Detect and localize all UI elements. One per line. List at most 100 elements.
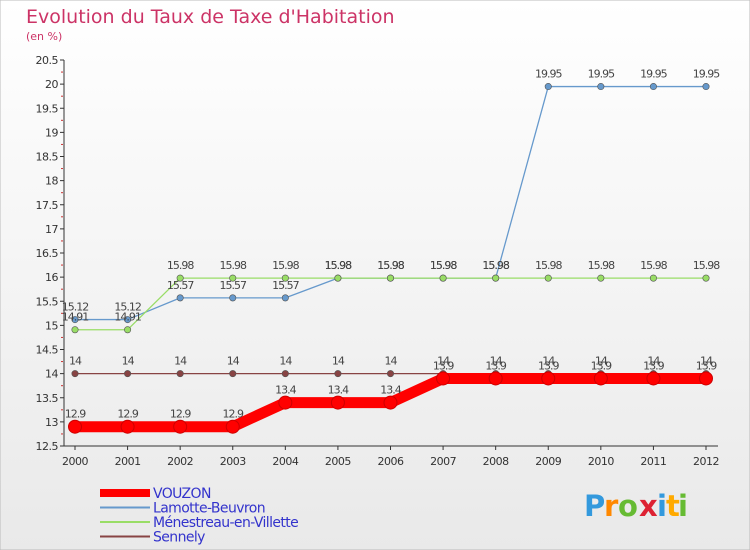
data-label: 14 [647, 355, 660, 368]
data-point [229, 294, 237, 302]
data-label: 15.98 [430, 259, 457, 272]
data-point [593, 371, 608, 386]
legend: VOUZONLamotte-BeuvronMénestreau-en-Ville… [100, 486, 299, 546]
legend-label: Ménestreau-en-Villette [153, 515, 298, 531]
data-point [649, 274, 657, 282]
data-label: 15.98 [535, 259, 562, 272]
y-tick-label: 17.5 [36, 199, 59, 212]
x-tick-label: 2011 [640, 455, 666, 468]
y-tick-label: 15.5 [36, 295, 59, 308]
data-point [436, 371, 451, 386]
y-tick-label: 14 [45, 368, 58, 381]
data-label: 15.57 [272, 279, 299, 292]
y-tick-label: 16 [45, 271, 58, 284]
svg-text:r: r [604, 489, 619, 523]
data-label: 13.4 [380, 384, 401, 397]
data-label: 15.57 [220, 279, 247, 292]
data-label: 15.98 [167, 259, 194, 272]
data-point [649, 83, 657, 91]
data-label: 13.9 [591, 359, 612, 372]
x-tick-label: 2003 [220, 455, 246, 468]
proxiti-logo: P r o x i t i [584, 489, 688, 523]
svg-text:o: o [618, 489, 638, 523]
legend-label: VOUZON [153, 486, 211, 502]
data-label: 14 [332, 355, 345, 368]
data-label: 14 [122, 355, 135, 368]
y-tick-label: 15 [45, 319, 58, 332]
data-label: 12.9 [170, 408, 191, 421]
data-point [124, 370, 132, 378]
y-tick-label: 20 [45, 78, 58, 91]
svg-text:i: i [678, 489, 688, 523]
data-label: 13.9 [696, 359, 717, 372]
y-tick-label: 12.5 [36, 440, 59, 453]
y-tick-label: 19.5 [36, 102, 59, 115]
data-label: 14 [595, 355, 608, 368]
data-label: 15.12 [114, 301, 141, 314]
data-label: 19.95 [535, 68, 562, 81]
data-label: 15.98 [482, 259, 509, 272]
data-point [646, 371, 661, 386]
y-tick-label: 13 [45, 416, 58, 429]
data-label: 15.98 [377, 259, 404, 272]
data-point [386, 370, 394, 378]
data-label: 19.95 [693, 68, 720, 81]
x-tick-label: 2012 [693, 455, 719, 468]
data-label: 14 [69, 355, 82, 368]
chart-title: Evolution du Taux de Taxe d'Habitation [26, 6, 395, 28]
data-label: 14.91 [62, 311, 89, 324]
data-label: 13.9 [538, 359, 559, 372]
axes: 12.5 13 13.5 14 14.5 15 15.5 16 16.5 17 17.5 18 18.5… [36, 54, 720, 468]
x-tick-label: 2001 [115, 455, 141, 468]
data-point [176, 274, 184, 282]
data-point [176, 370, 184, 378]
data-label: 13.9 [643, 359, 664, 372]
data-point [124, 326, 132, 334]
data-label: 15.12 [62, 301, 89, 314]
data-point [541, 371, 556, 386]
data-label: 15.98 [640, 259, 667, 272]
data-point [439, 274, 447, 282]
data-point [702, 83, 710, 91]
y-tick-label: 18.5 [36, 151, 59, 164]
y-tick-label: 17 [45, 223, 58, 236]
svg-text:t: t [666, 489, 680, 523]
data-point [492, 274, 500, 282]
data-point [68, 419, 82, 434]
data-point [225, 419, 240, 434]
data-point [71, 370, 79, 378]
series-lines [68, 83, 713, 434]
data-label: 15.57 [167, 279, 194, 292]
data-point [120, 419, 135, 434]
data-point [281, 370, 289, 378]
y-tick-label: 18 [45, 175, 58, 188]
data-point [229, 370, 237, 378]
data-label: 15.98 [325, 259, 352, 272]
data-label: 15.98 [482, 259, 509, 272]
data-label: 15.98 [272, 259, 299, 272]
data-label: 15.98 [588, 259, 615, 272]
data-point [597, 83, 605, 91]
data-label: 13.9 [433, 359, 454, 372]
data-point [334, 274, 342, 282]
data-point [544, 83, 552, 91]
data-label: 15.98 [325, 259, 352, 272]
data-label: 12.9 [117, 408, 138, 421]
x-tick-label: 2010 [588, 455, 614, 468]
x-tick-label: 2005 [325, 455, 351, 468]
x-tick-label: 2000 [62, 455, 88, 468]
data-point [334, 370, 342, 378]
data-point [229, 274, 237, 282]
data-label: 15.98 [377, 259, 404, 272]
y-tick-label: 16.5 [36, 247, 59, 260]
data-point [281, 274, 289, 282]
data-label: 19.95 [588, 68, 615, 81]
data-point [386, 274, 394, 282]
svg-text:P: P [584, 489, 605, 523]
y-tick-label: 20.5 [36, 54, 59, 67]
data-label: 14.91 [114, 311, 141, 324]
data-point [699, 371, 713, 386]
x-tick-label: 2009 [535, 455, 561, 468]
